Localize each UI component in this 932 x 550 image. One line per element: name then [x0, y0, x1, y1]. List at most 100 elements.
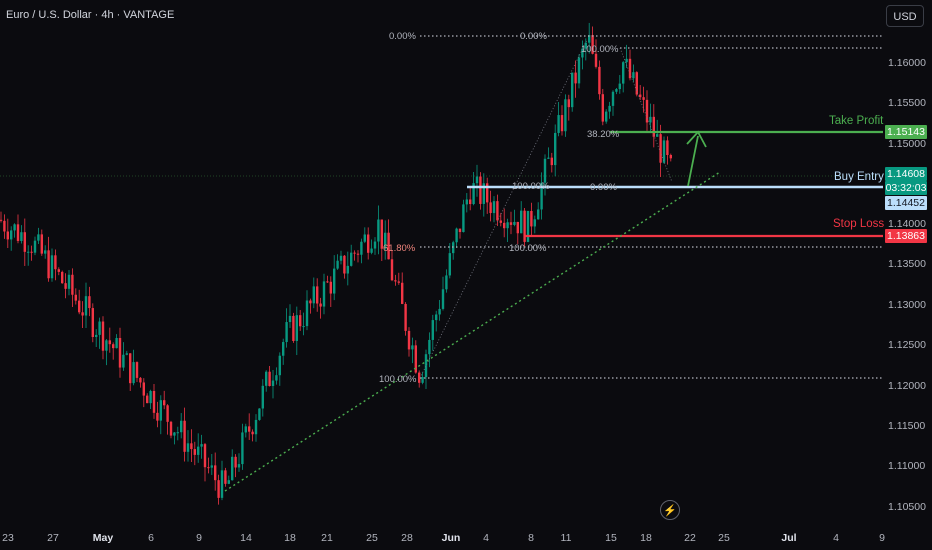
candle-body: [190, 443, 193, 450]
candle-body: [628, 58, 632, 79]
projection-arrow-head: [686, 130, 707, 148]
candle-body: [564, 99, 567, 132]
candle-body: [271, 380, 275, 387]
candle-body: [377, 219, 380, 242]
candle-body: [302, 326, 305, 328]
price-label: 1.12500: [888, 339, 926, 351]
candle-body: [47, 250, 50, 279]
candle-body: [526, 210, 530, 242]
candle-body: [214, 465, 217, 481]
candle-body: [533, 219, 536, 227]
candle-body: [265, 371, 268, 386]
candle-body: [615, 89, 618, 92]
countdown-tag: 03:32:03: [885, 181, 927, 195]
candle-body: [411, 345, 414, 350]
fib-label-0-left: 0.00%: [389, 31, 416, 42]
candle-body: [27, 251, 30, 253]
candle-body: [659, 134, 662, 163]
fib-label-0-entry: 0.00%: [590, 182, 617, 193]
candle-body: [268, 371, 271, 387]
fib-label-382: 38.20%: [587, 129, 620, 140]
candle-body: [421, 377, 424, 383]
candle-body: [435, 314, 438, 321]
candle-body: [489, 202, 492, 214]
candle-body: [557, 115, 560, 133]
candle-body: [475, 176, 479, 184]
candle-body: [152, 390, 156, 413]
candle-body: [577, 57, 581, 84]
time-label: 6: [148, 532, 154, 544]
candle-body: [173, 432, 176, 436]
candle-body: [523, 210, 526, 242]
candle-body: [350, 252, 353, 266]
take-profit-label: Take Profit: [829, 115, 884, 127]
candle-body: [360, 241, 363, 255]
candle-body: [384, 232, 387, 249]
fib-label-100-high: 100.00%: [581, 44, 619, 55]
candle-body: [363, 234, 366, 242]
candle-body: [234, 456, 237, 468]
candle-body: [261, 385, 264, 409]
candle-body: [305, 300, 309, 327]
candle-body: [254, 419, 258, 435]
take-profit-price-tag: 1.15143: [885, 125, 927, 139]
candle-body: [50, 255, 54, 279]
candle-body: [662, 140, 666, 163]
candle-body: [503, 222, 506, 229]
candle-body: [210, 465, 213, 468]
candle-body: [74, 294, 77, 301]
candle-body: [122, 354, 125, 368]
candle-body: [465, 199, 468, 205]
candle-body: [98, 321, 101, 335]
candle-body: [445, 275, 448, 290]
projection-arrow-shaft: [687, 135, 699, 187]
candle-body: [448, 253, 451, 276]
time-label: 14: [240, 532, 252, 544]
time-label: 25: [718, 532, 730, 544]
candle-body: [180, 420, 183, 433]
lightning-icon[interactable]: ⚡: [660, 500, 680, 520]
candle-body: [598, 66, 601, 95]
candle-body: [496, 201, 499, 221]
time-label: 4: [833, 532, 839, 544]
candle-body: [118, 337, 122, 368]
candle-body: [203, 444, 207, 468]
candle-body: [217, 480, 220, 498]
candle-body: [61, 271, 64, 284]
candle-body: [666, 140, 669, 155]
candle-body: [0, 219, 3, 221]
candle-body: [543, 158, 547, 183]
candle-body: [10, 230, 13, 240]
candle-body: [601, 94, 604, 122]
candle-body: [571, 72, 574, 108]
candle-body: [370, 248, 373, 253]
buy-entry-price-tag: 1.14452: [885, 196, 927, 210]
candle-body: [520, 210, 523, 234]
candle-body: [513, 221, 516, 225]
time-label: 23: [2, 532, 14, 544]
candle-body: [322, 281, 326, 307]
candle-body: [438, 308, 441, 315]
price-label: 1.13000: [888, 299, 926, 311]
currency-button[interactable]: USD: [886, 5, 924, 27]
candle-body: [20, 232, 23, 241]
candle-body: [3, 220, 6, 232]
candle-body: [237, 464, 241, 468]
candle-body: [574, 72, 577, 84]
candle-body: [560, 115, 564, 132]
time-label: 18: [284, 532, 296, 544]
candle-body: [13, 224, 16, 231]
candle-body: [183, 420, 186, 452]
candle-body: [288, 315, 292, 323]
time-label: 27: [47, 532, 59, 544]
candle-body: [530, 210, 533, 227]
candle-body: [197, 446, 200, 455]
candle-body: [6, 231, 9, 240]
time-label: 11: [560, 532, 572, 544]
candle-body: [458, 228, 462, 233]
time-label: Jun: [441, 532, 461, 544]
time-label: 8: [528, 532, 534, 544]
candle-body: [649, 116, 652, 123]
candle-body: [618, 83, 621, 90]
